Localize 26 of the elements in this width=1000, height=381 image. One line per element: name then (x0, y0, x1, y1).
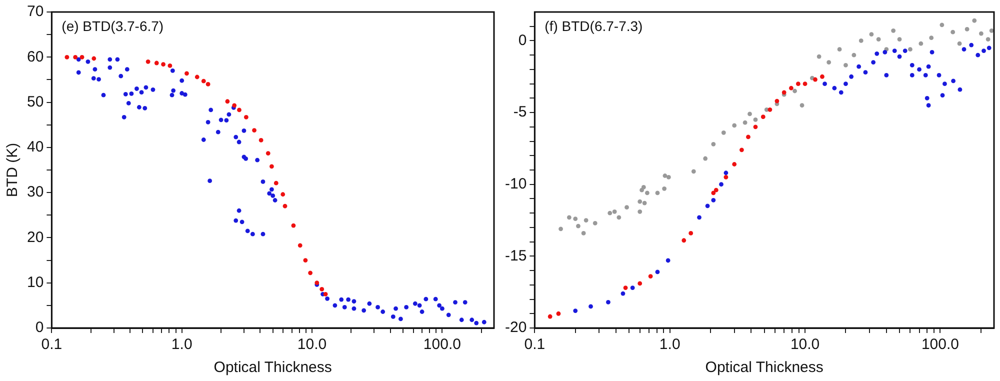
x-tick-label: 10.0 (790, 336, 820, 354)
x-tick-label: 100.0 (921, 336, 959, 354)
y-tick-label: -5 (513, 104, 527, 121)
y-axis-title: BTD (K) (4, 142, 22, 198)
y-tick-label: 0 (518, 32, 527, 49)
y-tick-label: 50 (26, 93, 44, 110)
y-tick-label: 40 (26, 138, 44, 156)
y-tick-label: 20 (26, 228, 44, 246)
y-tick-label: 10 (26, 274, 44, 291)
x-tick-label: 1.0 (171, 336, 192, 354)
x-axis-title: Optical Thickness (705, 359, 824, 376)
x-axis-title: Optical Thickness (214, 359, 332, 376)
y-tick-label: 0 (35, 319, 44, 336)
y-tick-label: -15 (504, 247, 527, 264)
y-tick-label: -20 (504, 319, 527, 336)
x-tick-label: 100.0 (423, 336, 461, 354)
x-tick-label: 10.0 (297, 336, 327, 354)
x-tick-label: 1.0 (659, 336, 680, 354)
y-tick-label: -10 (504, 176, 527, 193)
annotation: (f) BTD(6.7-7.3) (544, 18, 643, 34)
y-tick-label: 30 (26, 184, 44, 201)
annotation: (e) BTD(3.7-6.7) (62, 18, 164, 34)
y-tick-label: 60 (26, 48, 44, 66)
x-tick-label: 0.1 (41, 336, 62, 354)
y-tick-label: 70 (26, 3, 44, 20)
x-tick-label: 0.1 (524, 336, 546, 354)
